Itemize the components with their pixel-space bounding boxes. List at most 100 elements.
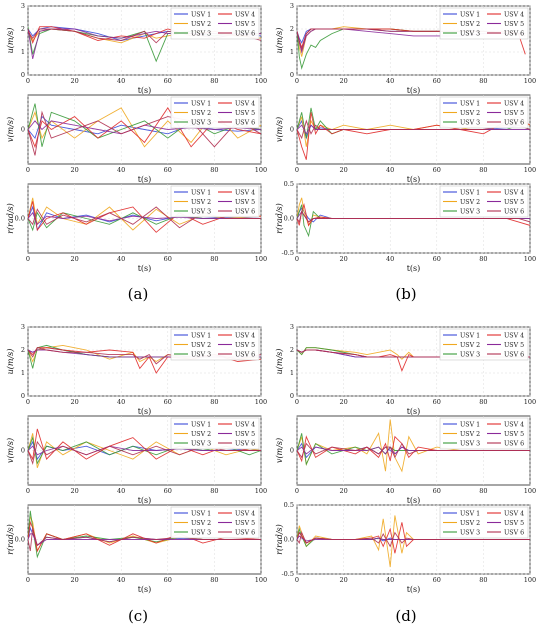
x-tick-label: 60	[164, 166, 172, 174]
legend-label: USV 1	[460, 100, 480, 107]
legend: USV 1 USV 2 USV 3 USV 4 USV 5 USV 6	[170, 96, 260, 129]
series-line-usv-5	[28, 211, 261, 226]
legend-label: USV 6	[235, 351, 255, 358]
legend: USV 1 USV 2 USV 3 USV 4 USV 5 USV 6	[170, 328, 260, 361]
legend-label: USV 1	[191, 332, 211, 339]
legend-label: USV 4	[504, 189, 524, 196]
x-tick-label: 100	[255, 487, 267, 495]
x-tick-label: 20	[339, 398, 347, 406]
y-tick-label: 2	[290, 346, 294, 354]
x-axis-label: t(s)	[138, 407, 152, 416]
caption-a: (a)	[127, 285, 149, 303]
legend-label: USV 6	[504, 208, 524, 215]
x-axis-label: t(s)	[407, 264, 421, 273]
legend-label: USV 4	[235, 100, 255, 107]
x-tick-label: 100	[255, 255, 267, 263]
legend-label: USV 1	[191, 189, 211, 196]
x-tick-label: 40	[386, 576, 394, 584]
x-tick-label: 80	[479, 77, 487, 85]
legend-label: USV 2	[460, 431, 480, 438]
legend-label: USV 6	[504, 30, 524, 37]
legend: USV 1 USV 2 USV 3 USV 4 USV 5 USV 6	[170, 417, 260, 450]
x-tick-label: 100	[255, 398, 267, 406]
legend-label: USV 2	[191, 431, 211, 438]
legend-label: USV 2	[460, 199, 480, 206]
legend-label: USV 6	[504, 440, 524, 447]
legend-label: USV 3	[460, 119, 480, 126]
legend-label: USV 3	[460, 440, 480, 447]
x-tick-label: 20	[339, 255, 347, 263]
caption-b: (b)	[395, 285, 417, 303]
y-tick-label: 0	[290, 392, 294, 400]
legend: USV 1 USV 2 USV 3 USV 4 USV 5 USV 6	[170, 506, 260, 539]
legend-label: USV 2	[191, 21, 211, 28]
legend-label: USV 4	[235, 332, 255, 339]
legend-label: USV 2	[460, 520, 480, 527]
x-tick-label: 0	[26, 576, 30, 584]
legend-label: USV 1	[460, 332, 480, 339]
x-tick-label: 60	[433, 166, 441, 174]
legend-label: USV 6	[504, 119, 524, 126]
x-tick-label: 0	[295, 487, 299, 495]
y-axis-label: v(m/s)	[275, 117, 284, 142]
x-tick-label: 40	[386, 487, 394, 495]
y-tick-label: 0	[290, 447, 294, 455]
legend-label: USV 5	[504, 520, 524, 527]
legend-label: USV 3	[191, 30, 211, 37]
legend-label: USV 5	[504, 199, 524, 206]
x-tick-label: 80	[479, 576, 487, 584]
x-tick-label: 100	[524, 398, 536, 406]
x-axis-label: t(s)	[138, 264, 152, 273]
legend-label: USV 2	[460, 342, 480, 349]
series-line-usv-6	[297, 442, 530, 459]
legend: USV 1 USV 2 USV 3 USV 4 USV 5 USV 6	[439, 96, 529, 129]
series-line-usv-2	[28, 433, 261, 468]
y-tick-label: 3	[290, 323, 294, 331]
legend-label: USV 1	[460, 510, 480, 517]
legend-label: USV 6	[235, 440, 255, 447]
legend: USV 1 USV 2 USV 3 USV 4 USV 5 USV 6	[170, 185, 260, 218]
x-tick-label: 60	[164, 487, 172, 495]
x-tick-label: 60	[433, 255, 441, 263]
x-tick-label: 100	[255, 576, 267, 584]
legend-label: USV 4	[504, 11, 524, 18]
legend-label: USV 5	[504, 110, 524, 117]
y-axis-label: v(m/s)	[275, 438, 284, 463]
legend-label: USV 4	[504, 421, 524, 428]
legend-label: USV 6	[235, 119, 255, 126]
x-axis-label: t(s)	[407, 496, 421, 505]
x-tick-label: 80	[479, 398, 487, 406]
caption-d: (d)	[395, 607, 417, 625]
y-tick-label: 0	[21, 447, 25, 455]
legend-label: USV 5	[235, 342, 255, 349]
x-tick-label: 60	[433, 398, 441, 406]
y-tick-label: 0	[290, 126, 294, 134]
x-tick-label: 0	[26, 255, 30, 263]
legend-label: USV 4	[235, 421, 255, 428]
x-tick-label: 20	[70, 398, 78, 406]
legend-label: USV 1	[460, 421, 480, 428]
x-axis-label: t(s)	[407, 86, 421, 95]
legend: USV 1 USV 2 USV 3 USV 4 USV 5 USV 6	[170, 7, 260, 40]
legend-label: USV 2	[460, 110, 480, 117]
x-tick-label: 60	[433, 77, 441, 85]
x-tick-label: 60	[433, 487, 441, 495]
legend-label: USV 5	[235, 199, 255, 206]
x-tick-label: 40	[386, 255, 394, 263]
legend-label: USV 1	[191, 421, 211, 428]
legend-label: USV 5	[504, 342, 524, 349]
legend-label: USV 3	[460, 208, 480, 215]
x-tick-label: 100	[524, 576, 536, 584]
x-tick-label: 40	[117, 398, 125, 406]
y-tick-label: 0.5	[284, 501, 294, 509]
y-tick-label: -0.5	[281, 570, 294, 578]
series-line-usv-6	[297, 349, 530, 358]
legend-label: USV 1	[460, 11, 480, 18]
legend-label: USV 5	[504, 431, 524, 438]
series-line-usv-5	[28, 445, 261, 456]
